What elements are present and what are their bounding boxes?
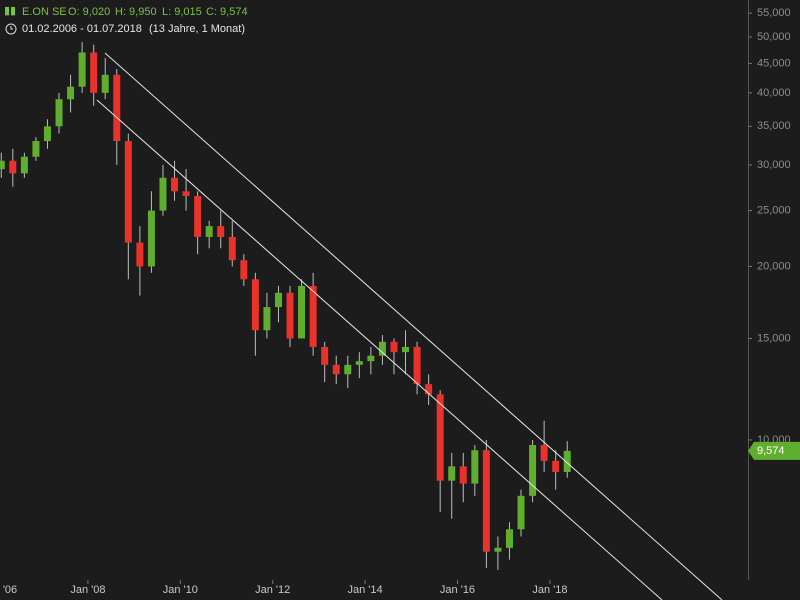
x-tick-label: Jan '16 — [440, 584, 475, 596]
y-tick-label: 55,000 — [757, 7, 791, 19]
candle-body — [124, 141, 132, 243]
chart-title: E.ON SE — [22, 6, 67, 18]
candle-body — [113, 74, 121, 142]
clock-icon — [5, 23, 17, 35]
y-tick-label: 45,000 — [757, 57, 791, 69]
candle-body — [505, 529, 513, 548]
y-tick-label: 25,000 — [757, 204, 791, 216]
last-price-label: 9,574 — [757, 445, 785, 457]
candle-body — [286, 292, 294, 339]
candle-body — [171, 177, 179, 192]
ohlc-label: C: 9,574 — [206, 6, 248, 18]
x-tick-label: '06 — [3, 584, 17, 596]
last-price-flag — [748, 441, 800, 460]
candle-body — [182, 191, 190, 196]
candle-body — [147, 210, 155, 267]
candle-body — [459, 466, 467, 484]
header: ▮▮ E.ON SE O: 9,020 H: 9,950 L: 9,015 C:… — [4, 5, 248, 35]
candle-body — [9, 160, 17, 174]
candle-body — [251, 279, 259, 331]
candle-body — [217, 226, 225, 237]
y-tick-label: 40,000 — [757, 87, 791, 99]
candle-body — [344, 364, 352, 375]
chart-subtitle: 01.02.2006 - 01.07.2018 — [22, 23, 142, 35]
candle-body — [228, 236, 236, 261]
candle-body — [298, 285, 306, 339]
y-tick-label: 50,000 — [757, 31, 791, 43]
clock-hand — [10, 26, 13, 30]
candle-body — [101, 74, 109, 93]
candle-body — [529, 445, 537, 496]
candle-body — [390, 341, 398, 353]
candle-body — [240, 260, 248, 280]
candle-body — [378, 341, 386, 356]
candle-body — [494, 547, 502, 552]
ohlc-label: O: 9,020 — [68, 6, 110, 18]
candle-body — [274, 292, 282, 308]
candle-body — [55, 99, 63, 127]
candle-body — [32, 141, 40, 157]
x-tick-label: Jan '14 — [348, 584, 383, 596]
candle-body — [67, 86, 75, 100]
candle-body — [136, 242, 144, 267]
candle-body — [159, 177, 167, 211]
candle-body — [90, 52, 98, 93]
candle-body — [355, 361, 363, 365]
period-label: (13 Jahre, 1 Monat) — [149, 23, 245, 35]
candle-body — [205, 226, 213, 237]
y-tick-label: 20,000 — [757, 260, 791, 272]
y-tick-label: 15,000 — [757, 332, 791, 344]
x-tick-label: Jan '18 — [532, 584, 567, 596]
plot — [0, 42, 571, 570]
candle-body — [436, 394, 444, 481]
candle-body — [517, 495, 525, 530]
candle-body — [402, 346, 410, 353]
candle-body — [540, 445, 548, 461]
candle-body — [552, 460, 560, 472]
trend-line — [104, 52, 723, 600]
ohlc-label: H: 9,950 — [115, 6, 157, 18]
candle-body — [78, 52, 86, 87]
y-tick-label: 35,000 — [757, 120, 791, 132]
candle-body — [20, 156, 28, 174]
x-tick-label: Jan '10 — [163, 584, 198, 596]
candle-body — [448, 466, 456, 481]
candle-body — [263, 307, 271, 331]
candle-body — [563, 450, 571, 472]
chart-icon: ▮▮ — [4, 5, 16, 17]
candle-body — [194, 195, 202, 237]
x-tick-label: Jan '08 — [70, 584, 105, 596]
candle-body — [309, 285, 317, 347]
candle-body — [332, 364, 340, 375]
candle-body — [413, 346, 421, 385]
candle-body — [471, 450, 479, 484]
x-tick-label: Jan '12 — [255, 584, 290, 596]
ohlc-label: L: 9,015 — [162, 6, 202, 18]
candle-body — [482, 450, 490, 552]
candle-body — [367, 355, 375, 362]
candle-body — [43, 126, 51, 142]
y-tick-label: 30,000 — [757, 159, 791, 171]
candle-body — [0, 160, 5, 170]
candle-body — [425, 384, 433, 395]
trend-line — [96, 99, 663, 600]
candle-body — [321, 346, 329, 365]
